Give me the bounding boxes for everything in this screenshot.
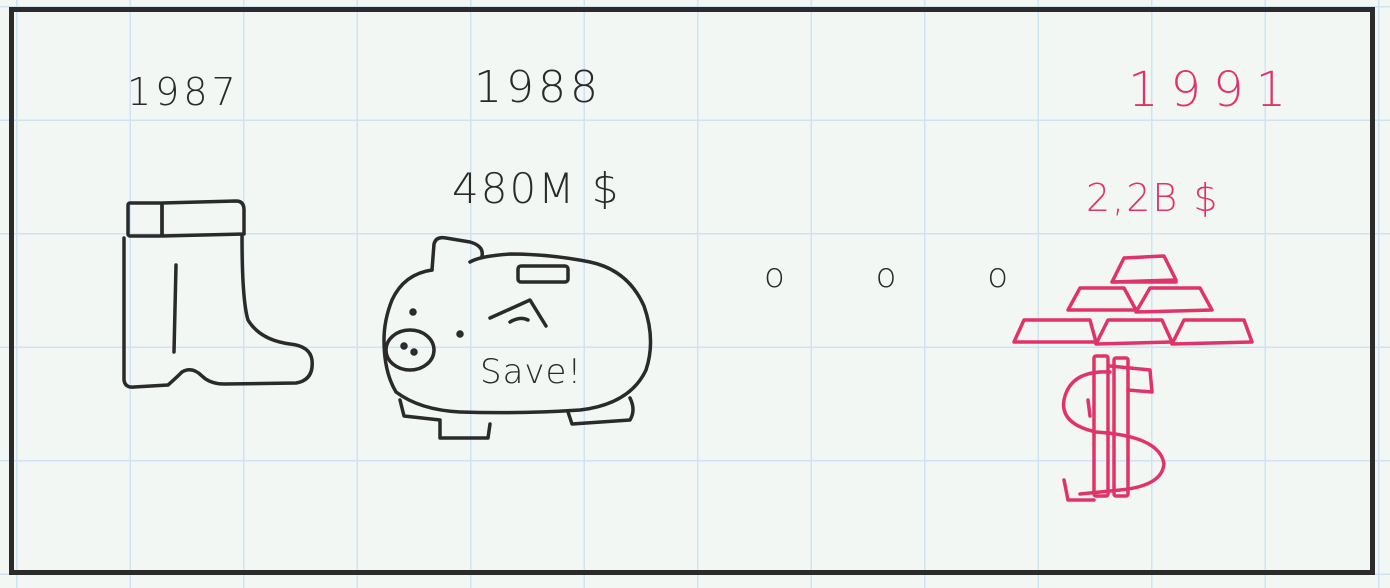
- ellipsis-dots: o o o: [764, 256, 1049, 296]
- piggy-bank-caption: Save!: [480, 352, 583, 392]
- amount-1991-label: 2,2B $: [1086, 176, 1220, 220]
- canvas-frame: [9, 7, 1375, 575]
- year-1988-label: 1988: [474, 62, 602, 113]
- amount-1988-label: 480M $: [452, 164, 621, 213]
- year-1991-label: 1991: [1128, 62, 1299, 118]
- year-1987-label: 1987: [127, 70, 240, 114]
